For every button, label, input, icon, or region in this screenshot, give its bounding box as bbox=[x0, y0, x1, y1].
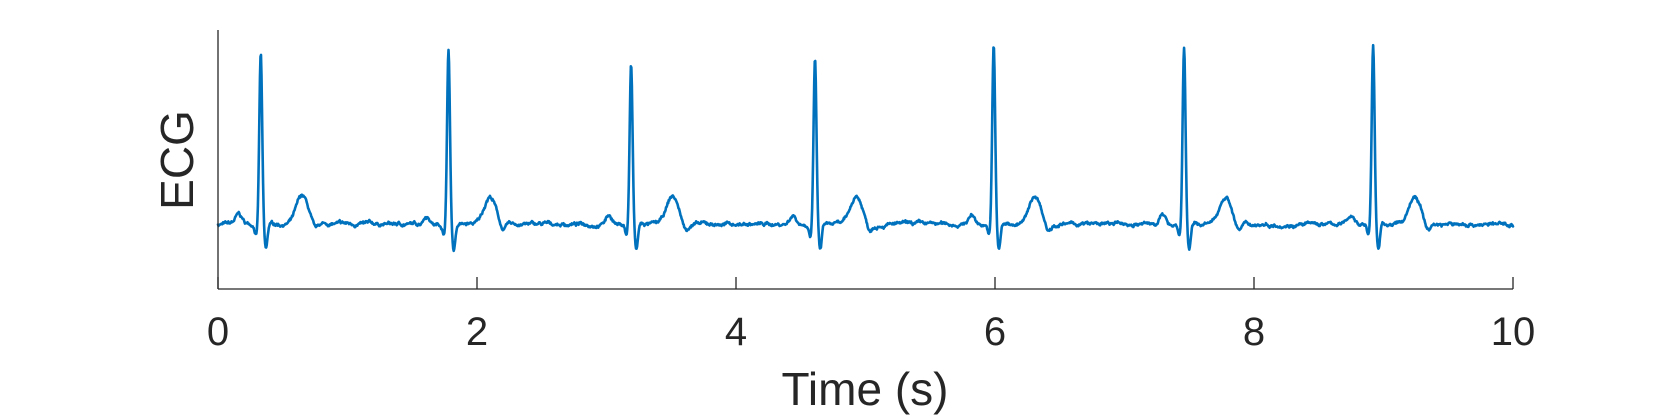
y-axis-title: ECG bbox=[151, 110, 203, 210]
x-axis-ticks: 0 2 4 6 8 10 bbox=[207, 277, 1535, 354]
plot-area bbox=[216, 43, 1515, 253]
x-tick-label: 0 bbox=[207, 310, 229, 354]
x-tick-label: 6 bbox=[984, 310, 1006, 354]
ecg-series-line bbox=[216, 43, 1515, 253]
x-tick-label: 8 bbox=[1243, 310, 1265, 354]
x-tick-label: 10 bbox=[1491, 310, 1536, 354]
x-tick-label: 2 bbox=[466, 310, 488, 354]
x-tick-label: 4 bbox=[725, 310, 747, 354]
x-axis-title: Time (s) bbox=[782, 363, 949, 415]
